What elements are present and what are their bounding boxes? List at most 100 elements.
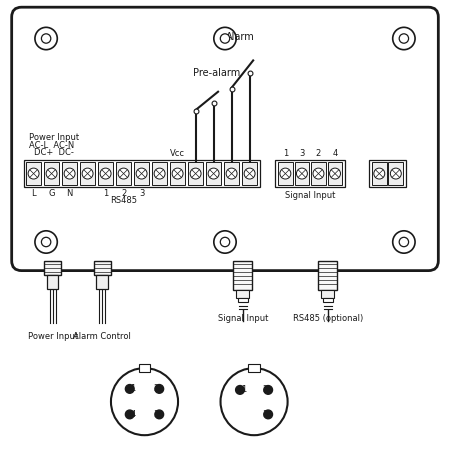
Text: Alarm Control: Alarm Control (73, 333, 131, 342)
Circle shape (155, 385, 164, 393)
Circle shape (220, 368, 288, 435)
Circle shape (28, 168, 39, 179)
Bar (319, 261, 337, 290)
Bar (94, 261, 111, 275)
Circle shape (399, 34, 409, 43)
Bar (311, 162, 326, 185)
Bar (170, 162, 185, 185)
Circle shape (100, 168, 111, 179)
Bar (44, 162, 59, 185)
FancyBboxPatch shape (12, 7, 438, 270)
Text: 3: 3 (153, 410, 158, 419)
Bar (206, 162, 221, 185)
Bar (116, 162, 131, 185)
Text: 4: 4 (333, 149, 338, 158)
Circle shape (126, 410, 134, 419)
Text: 2: 2 (153, 384, 158, 393)
Text: 3: 3 (262, 410, 267, 419)
Circle shape (190, 168, 201, 179)
Circle shape (399, 237, 409, 247)
Bar (242, 162, 257, 185)
Text: RS485: RS485 (110, 196, 137, 205)
Bar (248, 364, 260, 372)
Text: 4: 4 (130, 410, 136, 419)
Circle shape (214, 27, 236, 50)
Circle shape (172, 168, 183, 179)
Text: 1: 1 (103, 189, 108, 198)
Circle shape (297, 168, 307, 179)
Bar (372, 162, 387, 185)
Text: Power Input: Power Input (29, 133, 79, 142)
Bar (188, 162, 203, 185)
Circle shape (244, 168, 255, 179)
Circle shape (214, 231, 236, 253)
Text: Vcc: Vcc (170, 149, 185, 158)
Bar (369, 160, 406, 188)
Circle shape (64, 168, 75, 179)
Bar (278, 162, 293, 185)
Circle shape (41, 34, 51, 43)
Bar (62, 162, 77, 185)
Bar (152, 162, 167, 185)
Text: 1: 1 (283, 149, 288, 158)
Circle shape (220, 237, 230, 247)
Text: Signal Input: Signal Input (285, 191, 335, 200)
Text: 3: 3 (299, 149, 305, 158)
Bar (26, 162, 41, 185)
Circle shape (155, 410, 164, 419)
Bar (80, 162, 95, 185)
Circle shape (82, 168, 93, 179)
Bar (96, 275, 108, 288)
Circle shape (118, 168, 129, 179)
Text: RS485 (optional): RS485 (optional) (293, 315, 363, 324)
Text: 2: 2 (316, 149, 321, 158)
Circle shape (220, 34, 230, 43)
Bar (44, 261, 61, 275)
Text: Alarm: Alarm (226, 32, 255, 42)
Text: L: L (32, 189, 36, 198)
Text: 2: 2 (121, 189, 126, 198)
Bar (323, 298, 333, 302)
Circle shape (313, 168, 324, 179)
Circle shape (35, 231, 57, 253)
Bar (328, 162, 342, 185)
Text: G: G (48, 189, 55, 198)
Circle shape (393, 27, 415, 50)
Circle shape (111, 368, 178, 435)
Circle shape (46, 168, 57, 179)
Text: 1: 1 (241, 385, 246, 394)
Circle shape (226, 168, 237, 179)
Text: DC+  DC-: DC+ DC- (34, 148, 73, 157)
Bar (139, 364, 150, 372)
Text: AC-L  AC-N: AC-L AC-N (29, 141, 74, 150)
Circle shape (136, 168, 147, 179)
Bar (321, 290, 334, 298)
Bar (238, 298, 248, 302)
Circle shape (35, 27, 57, 50)
Circle shape (329, 168, 341, 179)
Bar (236, 290, 249, 298)
Text: Signal Input: Signal Input (218, 315, 268, 324)
Bar (295, 162, 309, 185)
Bar (47, 275, 58, 288)
Bar (275, 160, 345, 188)
Circle shape (374, 168, 385, 179)
Circle shape (264, 386, 273, 394)
Text: 3: 3 (139, 189, 144, 198)
Circle shape (264, 410, 273, 419)
Text: 1: 1 (130, 384, 136, 393)
Circle shape (280, 168, 291, 179)
Bar (98, 162, 113, 185)
Circle shape (208, 168, 219, 179)
Circle shape (154, 168, 165, 179)
Bar (388, 162, 403, 185)
Circle shape (393, 231, 415, 253)
Text: 2: 2 (262, 385, 267, 394)
Bar (23, 160, 260, 188)
Text: Power Input: Power Input (28, 333, 78, 342)
Circle shape (391, 168, 401, 179)
Text: N: N (67, 189, 73, 198)
Circle shape (41, 237, 51, 247)
Circle shape (236, 386, 244, 394)
Bar (234, 261, 252, 290)
